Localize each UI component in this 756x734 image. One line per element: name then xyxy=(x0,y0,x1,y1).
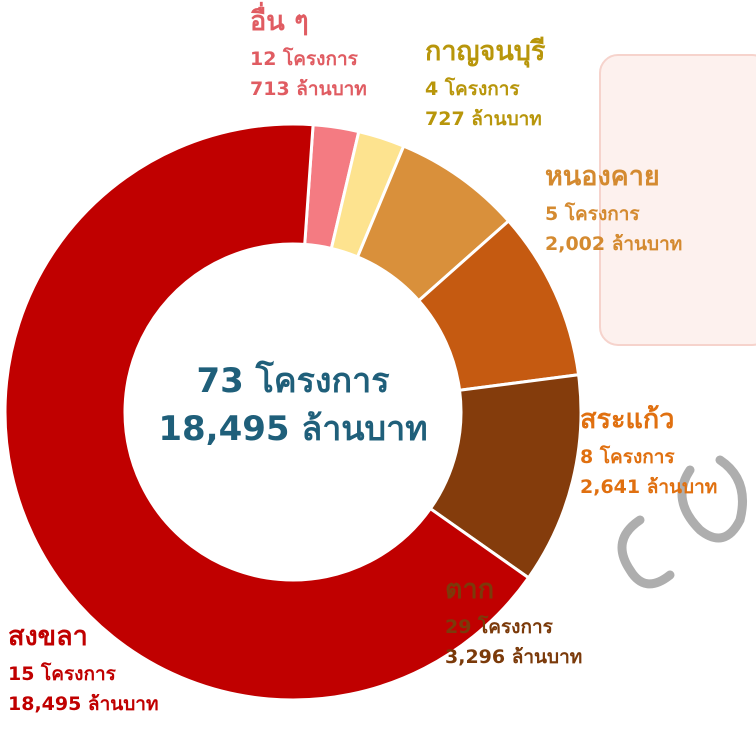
category-label: สระแก้ว xyxy=(580,404,674,435)
project-label: 4 โครงการ xyxy=(425,77,520,100)
value-label: 18,495 ล้านบาท xyxy=(8,693,159,715)
value-label: 3,296 ล้านบาท xyxy=(445,646,582,668)
side-panel xyxy=(599,54,756,346)
project-label: 15 โครงการ xyxy=(8,662,117,685)
donut-segment xyxy=(3,122,531,702)
category-label: อื่น ๆ xyxy=(250,1,309,37)
value-label: 2,641 ล้านบาท xyxy=(580,476,717,498)
value-label: 2,002 ล้านบาท xyxy=(545,233,682,255)
category-label: หนองคาย xyxy=(545,161,660,192)
category-label: กาญจนบุรี xyxy=(425,36,546,68)
value-label: 727 ล้านบาท xyxy=(425,108,542,130)
center-label: 73 โครงการ xyxy=(197,360,391,401)
project-label: 8 โครงการ xyxy=(580,445,675,468)
value-label: 713 ล้านบาท xyxy=(250,78,367,100)
project-label: 5 โครงการ xyxy=(545,202,640,225)
center-label: 18,495 ล้านบาท xyxy=(158,409,427,449)
category-label: สงขลา xyxy=(8,621,88,652)
watermark xyxy=(617,455,747,589)
category-label: ตาก xyxy=(445,574,494,605)
project-label: 29 โครงการ xyxy=(445,615,554,638)
project-label: 12 โครงการ xyxy=(250,47,359,70)
donut xyxy=(3,122,583,702)
